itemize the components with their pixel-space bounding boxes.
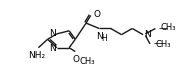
Text: N: N [96, 32, 103, 41]
Text: N: N [49, 29, 56, 38]
Text: O: O [73, 55, 79, 64]
Text: —: — [158, 24, 167, 33]
Text: NH₂: NH₂ [28, 51, 45, 60]
Text: N: N [49, 44, 56, 53]
Text: CH₃: CH₃ [155, 40, 171, 49]
Text: O: O [94, 10, 101, 19]
Text: CH₃: CH₃ [161, 23, 176, 32]
Text: —: — [153, 39, 162, 48]
Text: H: H [102, 34, 107, 43]
Text: N: N [144, 30, 151, 39]
Text: CH₃: CH₃ [80, 57, 95, 66]
